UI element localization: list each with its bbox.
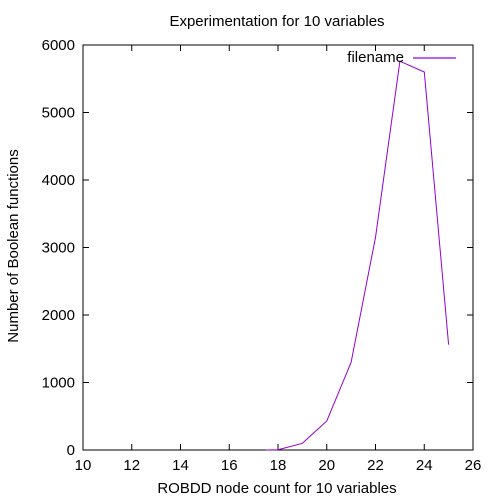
series-line-filename: [265, 60, 450, 451]
x-tick-label: 20: [318, 457, 335, 474]
y-tick-label: 5000: [42, 105, 75, 122]
x-tick-label: 12: [123, 457, 140, 474]
x-tick-label: 26: [465, 457, 482, 474]
plot-frame: [82, 44, 474, 451]
x-tick-label: 14: [172, 457, 189, 474]
y-tick-label: 4000: [42, 172, 75, 189]
y-tick-label: 0: [67, 442, 75, 459]
x-tick-label: 16: [221, 457, 238, 474]
x-tick-label: 18: [270, 457, 287, 474]
y-axis-label: Number of Boolean functions: [5, 149, 22, 342]
x-tick-label: 22: [367, 457, 384, 474]
x-axis-label: ROBDD node count for 10 variables: [157, 480, 396, 497]
y-tick-label: 1000: [42, 375, 75, 392]
y-tick-label: 3000: [42, 240, 75, 257]
y-tick-label: 6000: [42, 37, 75, 54]
x-tick-label: 24: [416, 457, 433, 474]
chart-title: Experimentation for 10 variables: [169, 13, 384, 30]
legend: filename: [347, 49, 456, 66]
x-tick-label: 10: [75, 457, 92, 474]
legend-label: filename: [347, 49, 404, 66]
y-tick-label: 2000: [42, 307, 75, 324]
series-layer: [265, 60, 450, 451]
axis-ticks: 10 12 14 16 18 20 22 24 26 0 1000 2000 3000 4000 5000 6…: [42, 37, 482, 474]
